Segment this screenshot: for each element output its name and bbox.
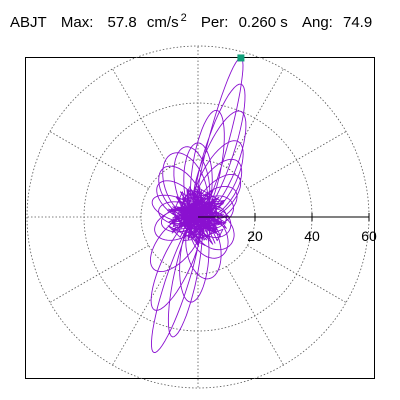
max-unit: cm/s	[146, 14, 179, 31]
chart-header: ABJT Max: 57.8 cm/s 2 Per: 0.260 s Ang: 7…	[10, 12, 373, 38]
grid-spoke	[112, 68, 170, 168]
angle-label: Ang:	[301, 14, 333, 31]
tick-label: 60	[361, 228, 377, 244]
radial-axis: 20 40 60	[198, 213, 377, 244]
grid-spoke	[49, 245, 149, 303]
period-label: Per:	[200, 14, 229, 31]
tick-label: 20	[247, 228, 263, 244]
max-value: 57.8	[107, 14, 137, 31]
peak-marker	[237, 54, 245, 62]
station-code: ABJT	[10, 14, 47, 31]
period-value: 0.260 s	[238, 14, 288, 31]
grid-spoke	[247, 245, 347, 303]
grid-spoke	[226, 266, 284, 366]
grid-spoke	[49, 131, 149, 189]
grid-spoke	[226, 68, 284, 168]
grid-spoke	[247, 131, 347, 189]
max-unit-exponent: 2	[180, 12, 187, 24]
grid-spoke	[112, 266, 170, 366]
peak-marker-layer	[237, 54, 245, 62]
max-label: Max:	[60, 14, 94, 31]
angle-value: 74.9	[343, 14, 373, 31]
tick-label: 40	[304, 228, 320, 244]
